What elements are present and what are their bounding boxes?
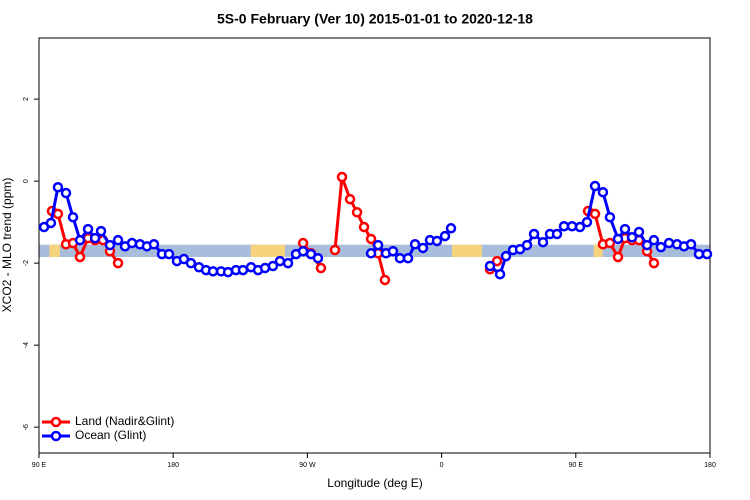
data-point [112, 257, 124, 269]
data-point [597, 186, 609, 198]
data-point [445, 223, 457, 234]
data-point [312, 252, 324, 264]
data-point [663, 237, 675, 249]
legend-marker [50, 416, 62, 428]
data-point [297, 237, 309, 249]
data-point [521, 239, 533, 251]
data-point [558, 220, 570, 232]
y-tick-label: -4 [23, 342, 30, 348]
data-point [409, 239, 421, 250]
data-point [163, 248, 175, 260]
data-point [626, 232, 638, 243]
data-point [336, 171, 348, 183]
data-point [581, 216, 593, 228]
data-point [274, 255, 286, 267]
plot-frame [38, 37, 711, 454]
data-point [207, 266, 219, 277]
data-point [693, 248, 705, 260]
data-point [379, 274, 391, 286]
x-tick-label: 90 E [569, 462, 584, 469]
data-point [685, 239, 697, 250]
chart-title: 5S-0 February (Ver 10) 2015-01-01 to 202… [217, 11, 533, 27]
data-point [112, 234, 124, 246]
y-tick-label: -2 [23, 260, 30, 266]
data-point [417, 242, 429, 254]
data-point [74, 234, 86, 246]
data-point [60, 187, 72, 199]
x-tick-label: 90 E [32, 462, 47, 469]
data-point [439, 230, 451, 242]
land-band [593, 244, 603, 257]
data-point [701, 248, 713, 260]
data-point [89, 232, 101, 244]
data-point [267, 260, 279, 272]
data-point [604, 211, 616, 223]
x-tick-label: 180 [704, 462, 716, 469]
data-point [500, 250, 512, 262]
land-band [250, 244, 286, 257]
legend-label: Ocean (Glint) [75, 428, 146, 442]
data-point [431, 235, 443, 247]
data-point [45, 217, 57, 229]
x-axis-label: Longitude (deg E) [327, 476, 422, 490]
data-point [67, 211, 79, 223]
x-tick-label: 0 [440, 462, 444, 469]
data-point [387, 245, 399, 257]
data-point [365, 233, 377, 245]
y-tick-label: -6 [23, 424, 30, 430]
data-point [648, 257, 660, 269]
legend-label: Land (Nadir&Glint) [75, 414, 174, 428]
data-point [648, 234, 660, 246]
data-point [402, 252, 414, 264]
data-point [551, 228, 563, 240]
data-point [52, 208, 64, 220]
data-point [52, 182, 64, 193]
data-point [185, 257, 197, 269]
data-point [74, 251, 86, 263]
data-point [95, 225, 107, 237]
data-point [148, 239, 160, 250]
data-point [655, 241, 667, 253]
series-line [43, 183, 708, 277]
legend-marker [50, 430, 62, 442]
data-point [537, 236, 549, 248]
data-point [82, 223, 94, 235]
land-band [49, 244, 60, 257]
data-point [491, 255, 503, 267]
data-point [484, 260, 496, 272]
x-tick-label: 90 W [299, 462, 316, 469]
data-point [619, 223, 631, 235]
data-point [494, 268, 506, 280]
data-point [329, 244, 341, 256]
y-tick-label: 0 [23, 179, 30, 183]
data-point [358, 221, 370, 233]
data-point [237, 264, 249, 276]
data-point [282, 257, 294, 269]
data-point [394, 252, 406, 264]
data-point [589, 180, 601, 192]
x-tick-label: 180 [167, 462, 179, 469]
land-band [452, 244, 482, 257]
data-point [612, 251, 624, 263]
data-point [365, 248, 377, 259]
data-point [315, 262, 327, 274]
data-point [351, 207, 363, 218]
data-point [633, 226, 645, 238]
data-point [574, 221, 586, 233]
data-point [612, 233, 624, 245]
data-point [641, 239, 653, 251]
data-point [372, 239, 384, 251]
data-point [589, 208, 601, 220]
data-point [104, 239, 116, 251]
data-point [344, 193, 356, 205]
data-point [528, 228, 540, 240]
data-point [604, 237, 616, 249]
y-axis-label: XCO2 - MLO trend (ppm) [0, 178, 14, 313]
y-tick-label: 2 [23, 97, 30, 101]
